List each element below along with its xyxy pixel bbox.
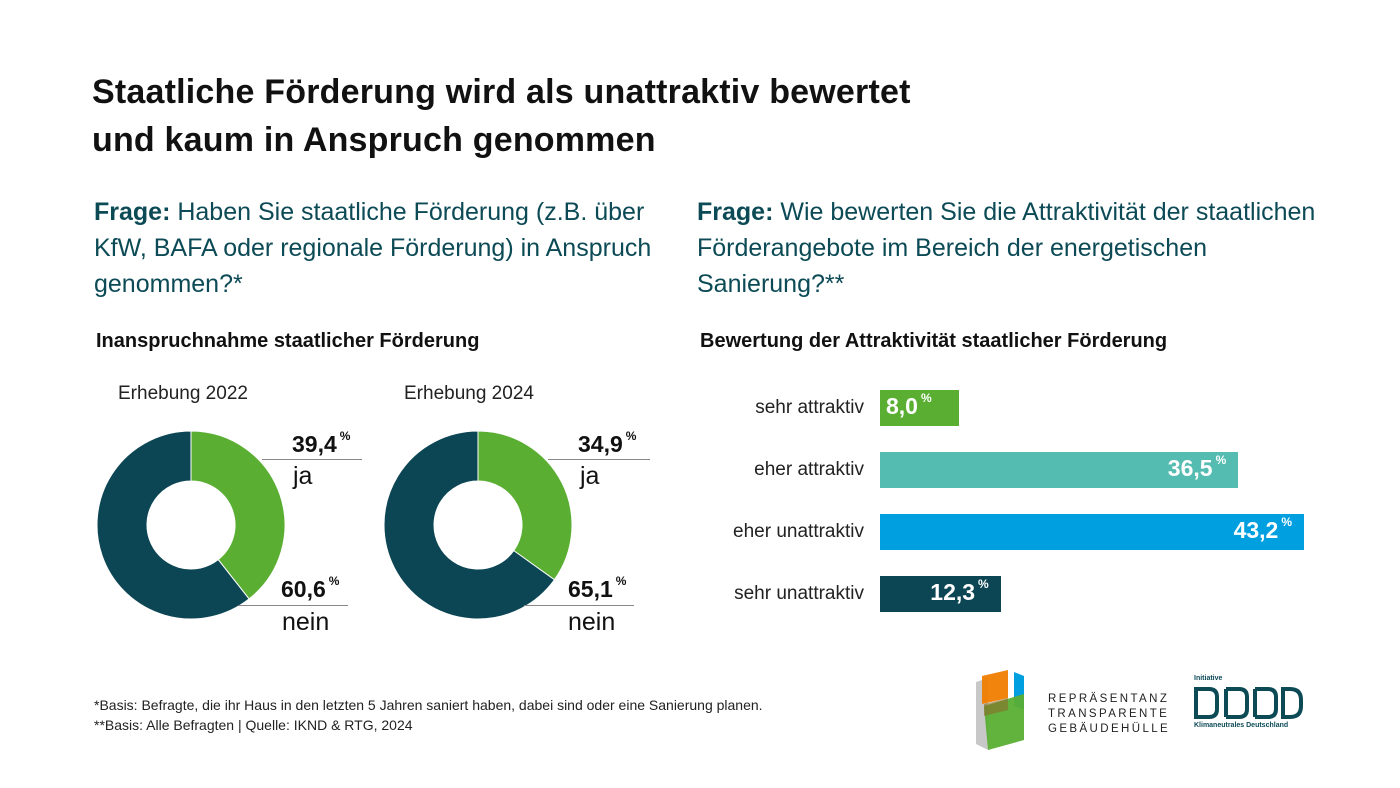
value-label-nein-2022: 60,6% (281, 574, 340, 603)
bar-category-label: eher attraktiv (754, 459, 864, 480)
unit: % (339, 429, 351, 443)
question-prefix: Frage: (94, 198, 171, 226)
donut-chart-2022 (96, 430, 286, 620)
value-label-ja-2024: 34,9% (578, 429, 637, 458)
donut-section-title: Inanspruchnahme staatlicher Förderung (96, 330, 480, 352)
value-text: 36,5 (1167, 455, 1213, 481)
iknd-bottom-label: Klimaneutrales Deutschland (1194, 722, 1289, 729)
value-label-nein-2024: 65,1% (568, 574, 627, 603)
bar-category-label: sehr unattraktiv (734, 583, 864, 604)
unit: % (615, 574, 627, 588)
unit: % (1281, 515, 1292, 529)
value-label-ja-2022: 39,4% (292, 429, 351, 458)
unit: % (1215, 453, 1227, 467)
leader-line-nein-2024 (524, 605, 634, 606)
bar-sehr-attraktiv: 8,0% (880, 390, 959, 426)
value-text: 43,2 (1233, 517, 1279, 543)
value-text: 12,3 (930, 579, 976, 605)
rtg-logo-icon (976, 670, 1024, 750)
right-question: Frage: Wie bewerten Sie die Attraktivitä… (697, 194, 1337, 302)
value-text: 60,6 (281, 576, 326, 602)
unit: % (625, 429, 637, 443)
left-question: Frage: Haben Sie staatliche Förderung (z… (94, 194, 654, 302)
unit: % (920, 391, 932, 405)
donut-slice-ja (477, 430, 573, 581)
donut-2022-title: Erhebung 2022 (118, 383, 248, 404)
donut-slice-nein (96, 430, 250, 620)
bar-chart-title: Bewertung der Attraktivität staatlicher … (700, 330, 1168, 352)
donut-chart-2024 (383, 430, 573, 620)
question-prefix: Frage: (697, 198, 774, 226)
iknd-logo-icon (1194, 687, 1303, 719)
footnote-2: **Basis: Alle Befragten | Quelle: IKND &… (94, 717, 413, 733)
question-text: Haben Sie staatliche Förderung (z.B. übe… (94, 198, 652, 298)
unit: % (978, 577, 989, 591)
bar-value-label: 8,0% (886, 391, 932, 420)
rtg-logo-text: REPRÄSENTANZ TRANSPARENTE GEBÄUDEHÜLLE (1048, 692, 1170, 737)
category-label-ja-2024: ja (580, 462, 600, 490)
category-label-ja-2022: ja (293, 462, 313, 490)
bar-eher-unattraktiv: 43,2% (880, 514, 1304, 550)
leader-line-nein-2022 (238, 605, 348, 606)
category-label-nein-2022: nein (282, 608, 330, 636)
bar-value-label: 43,2% (1233, 515, 1292, 544)
value-text: 34,9 (578, 431, 623, 457)
rtg-line: REPRÄSENTANZ (1048, 693, 1170, 705)
bar-category-label: sehr attraktiv (755, 397, 864, 418)
rtg-line: TRANSPARENTE (1048, 708, 1170, 720)
leader-line-ja-2022 (262, 459, 362, 460)
value-text: 39,4 (292, 431, 337, 457)
value-text: 65,1 (568, 576, 613, 602)
page-title: Staatliche Förderung wird als unattrakti… (92, 68, 911, 164)
bar-value-label: 12,3% (930, 577, 989, 606)
footnote-1: *Basis: Befragte, die ihr Haus in den le… (94, 697, 763, 713)
value-text: 8,0 (886, 393, 918, 419)
bar-eher-attraktiv: 36,5% (880, 452, 1239, 488)
iknd-initiative-label: Initiative (1194, 675, 1223, 682)
bar-value-label: 36,5% (1167, 453, 1227, 482)
rtg-line: GEBÄUDEHÜLLE (1048, 723, 1171, 735)
title-line-1: Staatliche Förderung wird als unattrakti… (92, 73, 911, 111)
title-line-2: und kaum in Anspruch genommen (92, 121, 656, 159)
category-label-nein-2024: nein (568, 608, 616, 636)
question-text: Wie bewerten Sie die Attraktivität der s… (697, 198, 1316, 298)
donut-2024-title: Erhebung 2024 (404, 383, 534, 404)
unit: % (328, 574, 340, 588)
donut-slice-ja (190, 430, 286, 600)
bar-category-label: eher unattraktiv (733, 521, 864, 542)
leader-line-ja-2024 (548, 459, 650, 460)
donut-slice-nein (383, 430, 556, 620)
bar-sehr-unattraktiv: 12,3% (880, 576, 1001, 612)
